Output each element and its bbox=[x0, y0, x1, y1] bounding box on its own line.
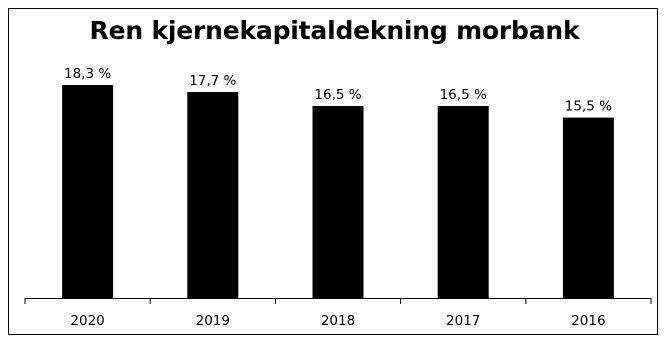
data-label-2016: 15,5 % bbox=[565, 99, 612, 115]
bar-2020 bbox=[62, 85, 114, 298]
x-tick-label-2020: 2020 bbox=[70, 313, 104, 329]
bar-2016 bbox=[562, 117, 614, 298]
x-tick-label-2019: 2019 bbox=[196, 313, 230, 329]
data-label-2017: 16,5 % bbox=[440, 87, 487, 103]
bar-2017 bbox=[437, 106, 489, 298]
data-label-2020: 18,3 % bbox=[64, 66, 111, 82]
x-axis-tick-labels-layer: 2020 2019 2018 2017 2016 bbox=[70, 313, 605, 329]
x-tick-label-2018: 2018 bbox=[321, 313, 355, 329]
x-tick-label-2017: 2017 bbox=[446, 313, 480, 329]
data-label-2019: 17,7 % bbox=[189, 73, 236, 89]
x-axis-ticks-layer bbox=[24, 298, 652, 304]
bar-2019 bbox=[187, 92, 239, 298]
bar-2018 bbox=[312, 106, 364, 298]
x-tick-label-2016: 2016 bbox=[571, 313, 605, 329]
chart-frame bbox=[8, 8, 658, 335]
data-labels-layer: 18,3 % 17,7 % 16,5 % 16,5 % 15,5 % bbox=[64, 66, 612, 115]
data-label-2018: 16,5 % bbox=[314, 87, 361, 103]
bars-layer bbox=[62, 85, 614, 298]
chart-title: Ren kjernekapitaldekning morbank bbox=[89, 16, 580, 45]
